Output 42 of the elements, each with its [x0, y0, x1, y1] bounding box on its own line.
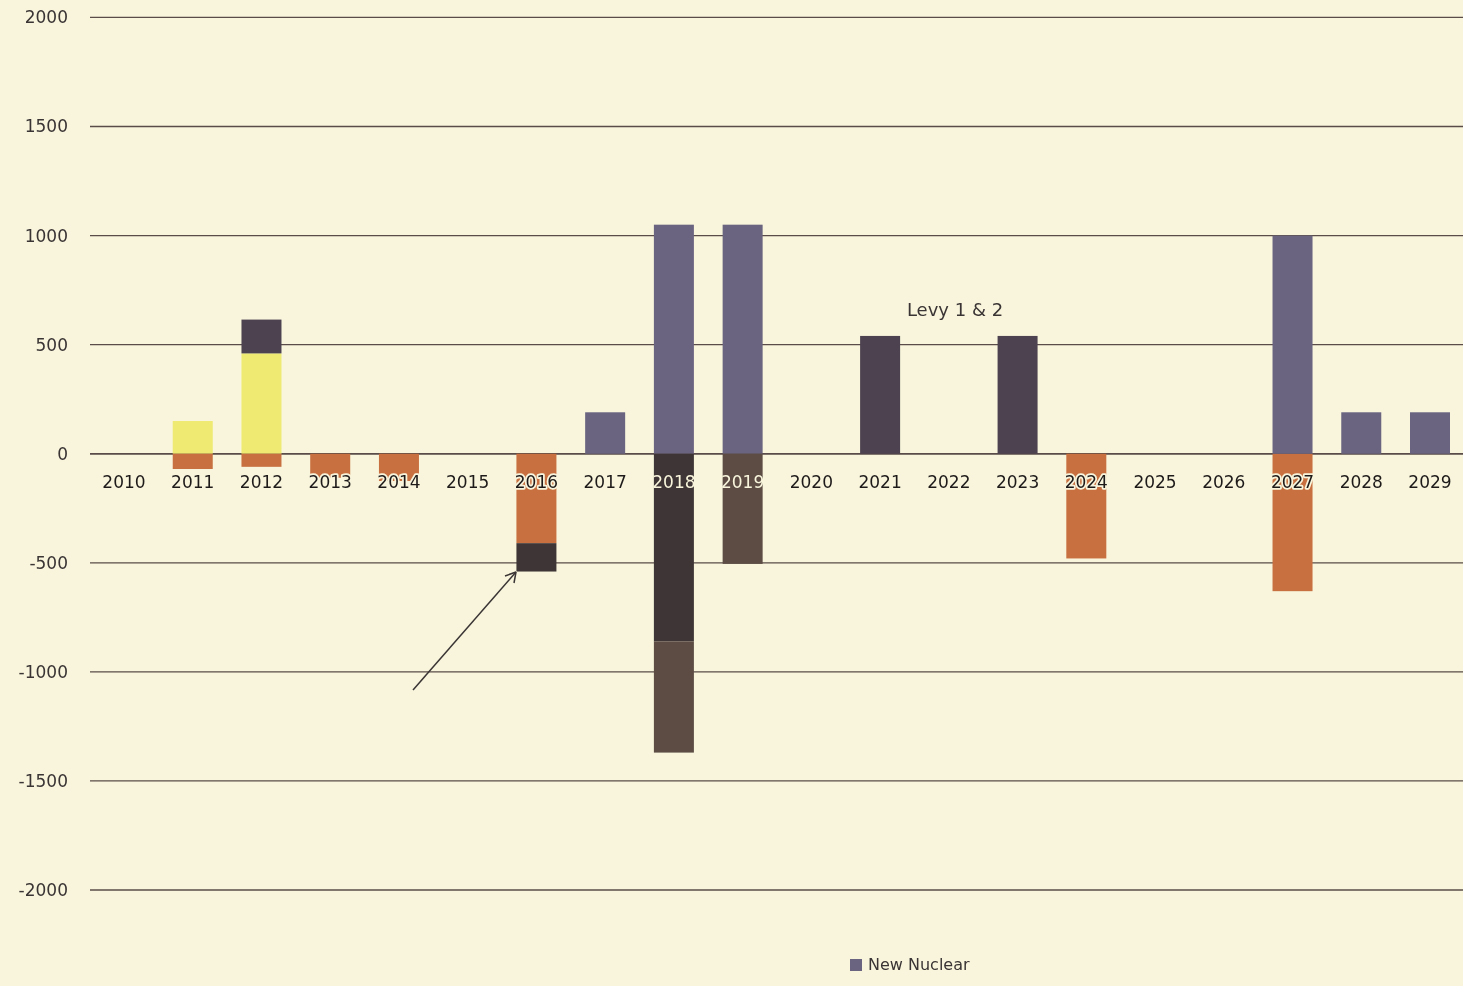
x-tick-label: 2017 [583, 471, 627, 492]
bar [997, 335, 1038, 454]
x-tick-label: 2021 [858, 471, 902, 492]
legend-label: New Nuclear [868, 955, 970, 974]
x-tick-label: 2026 [1202, 471, 1246, 492]
y-tick-label: -500 [29, 552, 68, 573]
bar [241, 453, 282, 467]
bar [585, 412, 626, 454]
y-tick-label: -2000 [18, 879, 68, 900]
bar [653, 453, 694, 642]
x-tick-label: 2029 [1408, 471, 1452, 492]
y-tick-label: -1000 [18, 661, 68, 682]
y-tick-label: 2000 [24, 7, 68, 28]
bar [1341, 412, 1382, 454]
x-tick-label: 2015 [446, 471, 490, 492]
x-tick-label: 2022 [927, 471, 971, 492]
bar [241, 353, 282, 454]
y-tick-label: 500 [35, 334, 68, 355]
y-tick-label: 1500 [24, 116, 68, 137]
bar [241, 319, 282, 354]
x-tick-label: 2011 [171, 471, 215, 492]
x-tick-label: 2020 [789, 471, 833, 492]
x-tick-label: 2025 [1133, 471, 1177, 492]
bar [860, 335, 901, 454]
bar [516, 543, 557, 572]
bar [172, 453, 213, 469]
bar [722, 224, 763, 454]
x-tick-label: 2012 [239, 471, 284, 492]
bar [1410, 412, 1450, 454]
x-tick-label: 2013 [308, 471, 352, 492]
x-tick-label: 2016 [514, 471, 559, 492]
annotation: Levy 1 & 2 [906, 299, 1004, 320]
y-tick-label: 1000 [24, 225, 68, 246]
y-tick-label: 0 [57, 443, 68, 464]
x-tick-label: 2028 [1339, 471, 1383, 492]
x-tick-label: 2027 [1270, 471, 1315, 492]
bar [172, 421, 213, 454]
x-tick-label: 2023 [995, 471, 1040, 492]
y-tick-label: -1500 [18, 770, 68, 791]
bar [1272, 235, 1313, 454]
bar [653, 224, 694, 454]
x-tick-label: 2010 [102, 471, 146, 492]
